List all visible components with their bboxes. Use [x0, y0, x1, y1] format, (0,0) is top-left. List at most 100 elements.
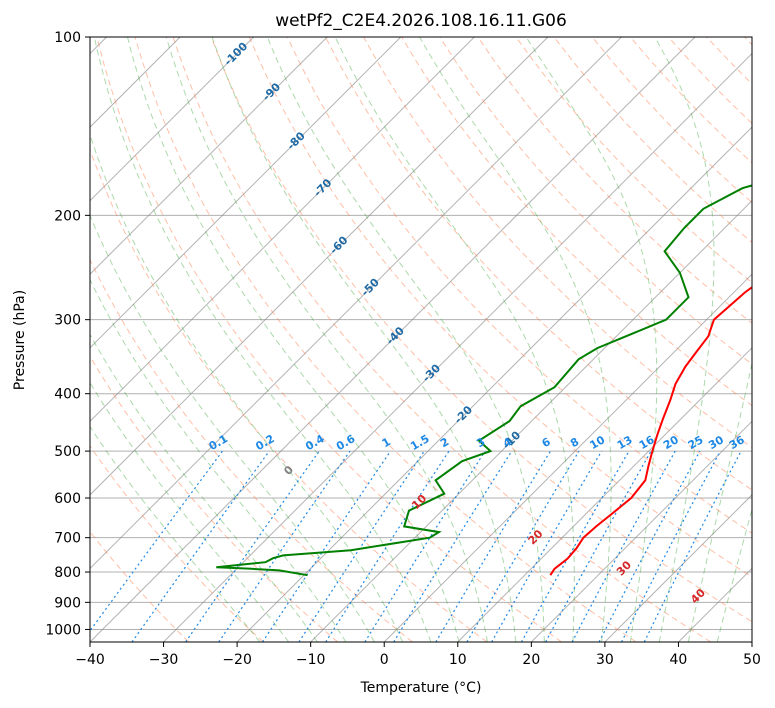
- profiles: [216, 184, 752, 577]
- mixing-ratio-label: 36: [727, 433, 747, 452]
- x-tick-label: 40: [670, 652, 688, 668]
- isotherm: [383, 273, 752, 642]
- mixing-ratio-line: [218, 450, 351, 642]
- x-tick-label: 50: [743, 652, 761, 668]
- isotherm-label: -60: [327, 233, 350, 256]
- isotherm: [530, 420, 752, 642]
- moist-adiabat-label: 30: [614, 558, 634, 578]
- y-tick-label: 900: [54, 595, 81, 611]
- x-tick-label: 30: [596, 652, 614, 668]
- x-axis-label: Temperature (°C): [360, 680, 482, 696]
- mixing-ratio-label: 25: [686, 433, 706, 452]
- isotherm: [236, 126, 752, 642]
- mixing-ratio-label: 13: [615, 433, 635, 452]
- dry-adiabat: [210, 37, 752, 623]
- dry-adiabat: [553, 37, 752, 244]
- moist-adiabat-label: 40: [688, 586, 708, 606]
- dry-adiabat: [325, 37, 752, 491]
- mixing-ratio-label: 0.6: [334, 432, 358, 453]
- mixing-ratio-line: [393, 450, 513, 642]
- chart-title: wetPf2_C2E4.2026.108.16.11.G06: [275, 11, 567, 31]
- mixing-ratio-label: 0.4: [303, 432, 327, 453]
- x-tick-label: 0: [380, 652, 389, 668]
- isotherm: [90, 37, 696, 642]
- mixing-ratio-line: [131, 450, 270, 642]
- mixing-ratio-line: [466, 450, 580, 642]
- x-tick-label: −30: [149, 652, 179, 668]
- mixing-ratio-line: [571, 450, 676, 642]
- moist-adiabat: [266, 37, 545, 642]
- temperature-line: [549, 286, 752, 576]
- isotherm: [457, 347, 752, 642]
- isopleth-labels: -100-90-80-70-60-50-40-30-20-100.1 0.2 0.4…: [207, 40, 747, 607]
- mixing-ratio-line: [643, 450, 742, 642]
- moist-adiabat: [525, 37, 658, 642]
- mixing-ratio-label: 2: [438, 435, 451, 450]
- moist-adiabat-label: 20: [526, 527, 546, 547]
- y-tick-label: 200: [54, 208, 81, 224]
- moist-adiabat: [334, 37, 575, 642]
- dry-adiabat: [172, 37, 712, 642]
- mixing-ratio-line: [325, 450, 450, 642]
- mixing-ratio-line: [90, 450, 223, 632]
- dry-adiabat: [477, 37, 752, 324]
- moist-adiabat: [90, 425, 261, 642]
- dry-adiabat: [90, 355, 339, 642]
- dry-adiabat: [90, 148, 488, 642]
- x-tick-label: −20: [222, 652, 252, 668]
- mixing-ratio-label: 1: [380, 435, 393, 450]
- isotherm: [751, 641, 752, 642]
- moist-adiabat: [127, 37, 460, 642]
- moist-adiabat: [93, 37, 432, 642]
- dry-adiabat: [668, 37, 752, 125]
- dry-adiabat: [90, 531, 190, 642]
- dry-adiabat: [286, 37, 752, 534]
- isotherm: [90, 37, 328, 275]
- dry-adiabat: [90, 445, 264, 642]
- mixing-ratio-label: 0.1: [207, 432, 230, 453]
- mixing-ratio-line: [435, 450, 552, 642]
- mixing-ratio-label: 8: [568, 435, 581, 450]
- isotherm: [90, 37, 549, 496]
- mixing-ratio-label: 6: [540, 435, 553, 450]
- mixing-ratio-label: 0.2: [253, 432, 276, 453]
- moist-adiabat: [90, 133, 404, 642]
- x-tick-label: −40: [75, 652, 105, 668]
- y-tick-label: 300: [54, 313, 81, 329]
- mixing-ratio-line: [491, 450, 603, 642]
- moist-adiabat: [165, 37, 488, 642]
- dry-adiabat: [96, 37, 562, 642]
- axes: −40 −30 −20 −10 0 10 20 30 40 5010020030040050060…: [45, 30, 761, 668]
- moist-adiabat: [419, 37, 612, 642]
- x-tick-label: −10: [296, 652, 326, 668]
- moist-adiabat: [211, 37, 517, 642]
- mixing-ratio-line: [298, 450, 425, 642]
- dry-adiabat: [744, 37, 752, 46]
- isotherm: [90, 37, 402, 349]
- y-tick-label: 800: [54, 565, 81, 581]
- mixing-ratio-line: [598, 450, 701, 642]
- dry-adiabat: [629, 37, 752, 164]
- isotherm: [90, 37, 475, 423]
- mixing-ratio-label: 1.5: [408, 432, 431, 453]
- x-tick-label: 10: [449, 652, 467, 668]
- y-tick-label: 100: [54, 30, 81, 46]
- mixing-ratio-line: [621, 450, 721, 642]
- moist-adiabat: [90, 278, 347, 642]
- moist-adiabat: [90, 214, 375, 642]
- dewpoint-line: [216, 184, 752, 577]
- dry-adiabat: [90, 258, 413, 642]
- moist-adiabat: [90, 333, 318, 642]
- y-tick-label: 500: [54, 444, 81, 460]
- moist-adiabat-label: 0: [281, 463, 296, 478]
- moist-adiabat: [90, 381, 290, 642]
- y-tick-label: 600: [54, 491, 81, 507]
- y-tick-label: 1000: [45, 622, 81, 638]
- mixing-ratio-line: [520, 450, 630, 642]
- plot-frame: [89, 36, 753, 643]
- dry-adiabat: [134, 37, 637, 642]
- y-axis-label: Pressure (hPa): [12, 290, 28, 390]
- y-tick-label: 400: [54, 387, 81, 403]
